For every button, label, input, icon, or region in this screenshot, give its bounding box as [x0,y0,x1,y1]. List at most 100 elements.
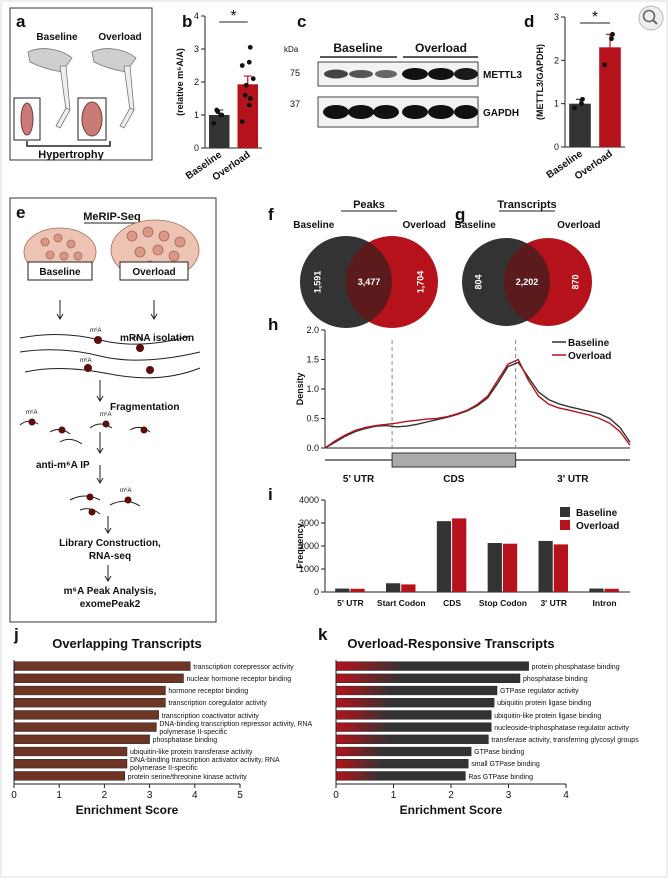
set-label: Overload [403,220,446,231]
data-point [215,109,221,115]
venn-count: 1,704 [416,271,426,294]
data-point [239,63,245,68]
term-label: hormone receptor binding [168,688,249,696]
x-tick-label: 0 [11,790,17,801]
group-label: Overload [415,41,467,55]
term-label-text: GTPase binding [474,749,525,757]
bar [13,661,191,671]
term-label-text: transferase activity, transferring glyco… [491,737,639,744]
y-tick-label: 1000 [299,564,319,574]
data-point [610,31,615,37]
term-label: DNA-binding transcription activator acti… [130,757,280,773]
bar [335,734,489,744]
y-tick-label: 0 [194,143,199,153]
x-tick-label: 5' UTR [337,598,364,608]
term-label-text: GTPase regulator activity [500,688,579,696]
bar [335,771,466,781]
chart-title: Overlapping Transcripts [52,636,202,651]
title: MeRIP-Seq [83,211,140,223]
cds-box [391,452,517,468]
term-label-text: transcription coactivator activity [161,712,259,720]
set-label: Overload [557,220,600,231]
term-label-text: small GTPase binding [471,761,540,769]
term-label: phosphatase binding [523,676,588,683]
venn-title: Transcripts [497,199,556,211]
mark-label: m⁶A [80,357,91,364]
bar [13,685,166,696]
term-label: transferase activity, transferring glyco… [491,737,639,744]
label: Overload [98,32,141,43]
term-label: transcription corepressor activity [193,664,293,671]
term-label: protein phosphatase binding [532,664,620,671]
data-point [246,59,252,65]
venn-count: 3,477 [358,277,381,287]
step: m⁶A Peak Analysis, [64,586,157,597]
y-tick-label: 2000 [299,541,319,551]
term-label-text: DNA-binding transcription activator acti… [130,757,280,773]
panel-e: e MeRIP-Seq Baseline Overload [9,197,217,623]
y-tick-label: 2 [554,55,559,65]
y-tick-label: 1 [194,110,199,120]
y-tick-label: 3 [554,12,559,22]
term-label-text: DNA-binding transcription repressor acti… [159,720,312,736]
set-label: Baseline [455,220,497,231]
term-label-text: phosphatase binding [152,737,218,744]
data-point [579,101,584,107]
panel-letter: c [297,12,306,31]
bar [335,673,521,683]
error-bar [243,75,252,85]
x-tick-label: 1 [56,790,62,801]
bar [13,759,128,769]
bar [452,518,467,592]
y-axis-label: Density [295,373,305,406]
significance: * [592,9,598,26]
panel-letter: e [16,203,25,222]
mark-label: m⁶A [100,411,111,418]
y-tick-label: 2 [194,77,199,87]
x-tick-label: 3' UTR [540,598,567,608]
term-label-text: ubiquitin-like protein transferase activ… [130,749,253,757]
bar [569,103,591,147]
x-tick-label: 3 [506,790,512,801]
bar [335,661,529,671]
venn-overlap [346,236,392,328]
bar [436,521,452,592]
bar [13,746,128,757]
y-tick-label: 1.5 [306,355,319,365]
term-label: GTPase regulator activity [500,688,579,696]
data-point [242,92,248,98]
y-tick-label: 1 [554,99,559,109]
protein-label: METTL3 [483,70,522,81]
term-label-text: nucleoside-triphosphatase regulator acti… [494,724,629,732]
term-label: transcription coactivator activity [161,712,259,720]
x-tick-label: 2 [448,790,454,801]
caption: Hypertrophy [38,149,104,161]
term-label-text: protein serine/threonine kinase activity [127,773,247,781]
y-tick-label: 0 [554,142,559,152]
bar [13,698,166,708]
legend-label: Overload [568,351,611,362]
data-point [247,96,253,101]
data-point [219,112,225,118]
y-axis-label: Frequency [295,523,305,569]
venn-count: 870 [570,274,580,289]
step: RNA-seq [89,551,131,562]
bar [589,588,604,592]
data-point [239,119,245,124]
bar [335,588,350,592]
x-tick-label: 5 [237,790,243,801]
y-tick-label: 3 [194,44,199,54]
legend-swatch [560,507,570,517]
protein-label: GAPDH [483,108,519,119]
zoom-button[interactable] [638,5,664,31]
label-box [27,261,93,281]
bar [487,543,502,592]
term-label-text: hormone receptor binding [168,688,249,696]
step: Library Construction, [59,538,161,549]
bar [335,698,495,708]
legend-swatch [560,520,570,530]
x-axis-label: Enrichment Score [76,803,179,817]
bar [13,722,157,732]
data-point [246,102,252,108]
